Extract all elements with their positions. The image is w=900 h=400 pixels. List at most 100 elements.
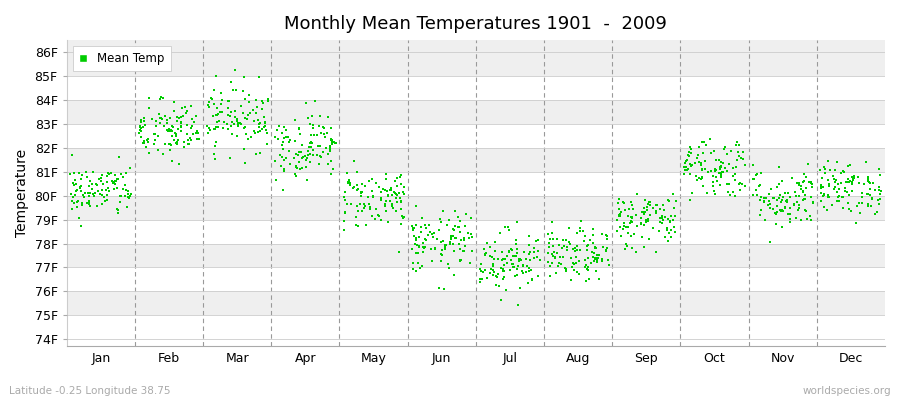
- Point: [616, 226, 630, 232]
- Point: [570, 268, 584, 275]
- Point: [767, 195, 781, 201]
- Point: [833, 180, 848, 186]
- Point: [504, 246, 518, 253]
- Point: [69, 186, 84, 193]
- Point: [165, 133, 179, 139]
- Point: [749, 172, 763, 179]
- Point: [209, 112, 223, 118]
- Point: [704, 168, 718, 174]
- Point: [476, 269, 491, 275]
- Point: [783, 205, 797, 211]
- Point: [531, 248, 545, 255]
- Point: [393, 198, 408, 205]
- Point: [683, 150, 698, 156]
- Point: [176, 113, 190, 119]
- Point: [842, 176, 856, 182]
- Point: [707, 167, 722, 174]
- Point: [522, 242, 536, 248]
- Point: [527, 245, 542, 251]
- Point: [140, 139, 155, 146]
- Point: [796, 170, 811, 177]
- Point: [839, 179, 853, 185]
- Point: [101, 185, 115, 191]
- Point: [641, 218, 655, 224]
- Point: [822, 194, 836, 200]
- Point: [852, 210, 867, 216]
- Point: [282, 139, 296, 145]
- Point: [443, 239, 457, 246]
- Point: [816, 164, 831, 170]
- Point: [846, 176, 860, 182]
- Point: [562, 239, 576, 245]
- Point: [181, 136, 195, 143]
- Point: [626, 214, 640, 220]
- Point: [514, 257, 528, 263]
- Point: [283, 161, 297, 167]
- Point: [390, 198, 404, 205]
- Point: [410, 260, 425, 267]
- Point: [589, 244, 603, 251]
- Point: [298, 156, 312, 163]
- Point: [415, 263, 429, 270]
- Point: [520, 263, 535, 269]
- Point: [612, 211, 626, 218]
- Point: [634, 220, 648, 227]
- Point: [234, 120, 248, 127]
- Point: [636, 222, 651, 228]
- Point: [717, 144, 732, 150]
- Point: [688, 173, 703, 179]
- Point: [830, 159, 844, 165]
- Point: [542, 240, 556, 246]
- Point: [834, 194, 849, 200]
- Point: [464, 230, 478, 237]
- Point: [722, 161, 736, 168]
- Point: [691, 175, 706, 181]
- Point: [691, 152, 706, 158]
- Point: [662, 216, 676, 222]
- Point: [798, 207, 813, 213]
- Point: [121, 188, 135, 194]
- Point: [312, 143, 327, 150]
- Point: [90, 203, 104, 209]
- Point: [303, 151, 318, 157]
- Point: [572, 258, 587, 264]
- Point: [177, 104, 192, 110]
- Point: [433, 216, 447, 222]
- Point: [147, 131, 161, 138]
- Point: [288, 171, 302, 177]
- Point: [340, 179, 355, 186]
- Point: [770, 208, 784, 215]
- Point: [752, 183, 766, 190]
- Point: [774, 208, 788, 214]
- Point: [698, 166, 712, 172]
- Point: [813, 167, 827, 173]
- Point: [772, 164, 787, 170]
- Point: [541, 259, 555, 266]
- Point: [322, 148, 337, 154]
- Point: [655, 213, 670, 219]
- Point: [210, 119, 224, 125]
- Point: [236, 110, 250, 116]
- Point: [457, 237, 472, 243]
- Point: [706, 179, 720, 186]
- Point: [89, 182, 104, 188]
- Point: [88, 189, 103, 196]
- Point: [797, 196, 812, 202]
- Point: [474, 276, 489, 282]
- Point: [210, 112, 224, 118]
- Point: [204, 96, 219, 102]
- Point: [580, 254, 595, 261]
- Point: [184, 103, 198, 110]
- Point: [63, 170, 77, 177]
- Point: [464, 248, 479, 254]
- Point: [510, 250, 525, 256]
- Point: [252, 121, 266, 128]
- Point: [70, 198, 85, 204]
- Point: [568, 245, 582, 251]
- Point: [160, 126, 175, 133]
- Point: [643, 198, 657, 205]
- Point: [212, 109, 227, 115]
- Point: [566, 260, 580, 266]
- Point: [268, 177, 283, 184]
- Point: [427, 230, 441, 237]
